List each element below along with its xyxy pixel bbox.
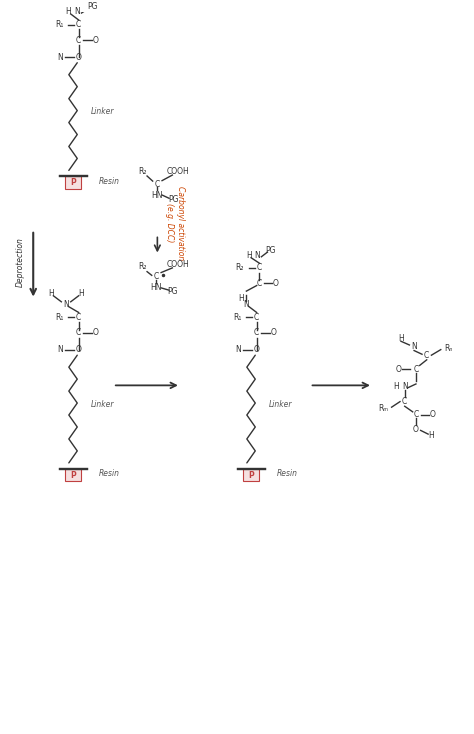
Text: COOH: COOH [167,167,190,176]
Text: N: N [63,299,69,308]
Text: C: C [76,20,81,29]
Text: C: C [257,264,262,272]
Text: PG: PG [265,246,276,255]
Text: R₁: R₁ [233,313,242,321]
Text: C: C [76,328,81,338]
Text: COOH: COOH [167,260,190,269]
Text: C: C [254,313,259,321]
Text: Linker: Linker [269,400,292,409]
Text: C: C [413,365,419,374]
Text: H: H [428,431,434,440]
Text: O: O [273,279,278,288]
Text: O: O [271,328,276,338]
Text: O: O [413,425,419,434]
Text: C: C [154,272,159,281]
Text: C: C [413,410,419,419]
Text: O: O [92,36,99,45]
Text: Resin: Resin [99,177,120,186]
Text: P: P [248,470,254,480]
Text: R₁: R₁ [55,20,64,29]
Text: H: H [238,294,244,303]
Text: O: O [92,328,99,338]
Text: O: O [76,53,82,62]
Text: O: O [429,410,435,419]
Text: N: N [402,382,408,391]
Text: N: N [244,299,249,308]
Text: P: P [70,178,76,187]
Text: H: H [48,289,54,299]
Text: H: H [65,7,71,16]
Text: N: N [254,251,260,260]
Text: C: C [257,279,262,288]
Text: PG: PG [88,1,98,10]
Text: Resin: Resin [99,469,120,478]
Text: P: P [70,470,76,480]
Text: C: C [155,180,160,189]
Text: R₂: R₂ [138,263,146,272]
Bar [243,469,259,482]
Text: Carbonyl activation
(e.g. DCC): Carbonyl activation (e.g. DCC) [165,186,185,260]
Text: PG: PG [167,286,178,296]
Text: C: C [76,313,81,321]
Bar [64,176,82,189]
Text: H: H [246,251,252,260]
Text: N: N [235,345,241,354]
Text: O: O [396,365,401,374]
Text: H: H [398,335,404,344]
Text: O: O [76,345,82,354]
Text: Rₘ: Rₘ [378,404,388,413]
Text: HN: HN [152,191,163,200]
Text: HN: HN [151,283,162,292]
Text: H: H [393,382,399,391]
Text: Rₙ: Rₙ [444,344,452,353]
Text: R₂: R₂ [138,167,146,176]
Text: N: N [57,53,63,62]
Text: C: C [254,328,259,338]
Text: Linker: Linker [91,107,114,117]
Text: N: N [411,342,417,352]
Text: H: H [78,289,84,299]
Text: R₁: R₁ [55,313,64,321]
Text: C: C [402,397,407,406]
Text: C: C [76,36,81,45]
Bar [64,469,82,482]
Text: N: N [74,7,80,16]
Text: PG: PG [169,195,179,204]
Text: Resin: Resin [277,469,298,478]
Text: Deprotection: Deprotection [16,237,25,287]
Text: Linker: Linker [91,400,114,409]
Text: R₂: R₂ [236,264,244,272]
Text: O: O [254,345,260,354]
Text: N: N [57,345,63,354]
Text: C: C [424,351,429,360]
